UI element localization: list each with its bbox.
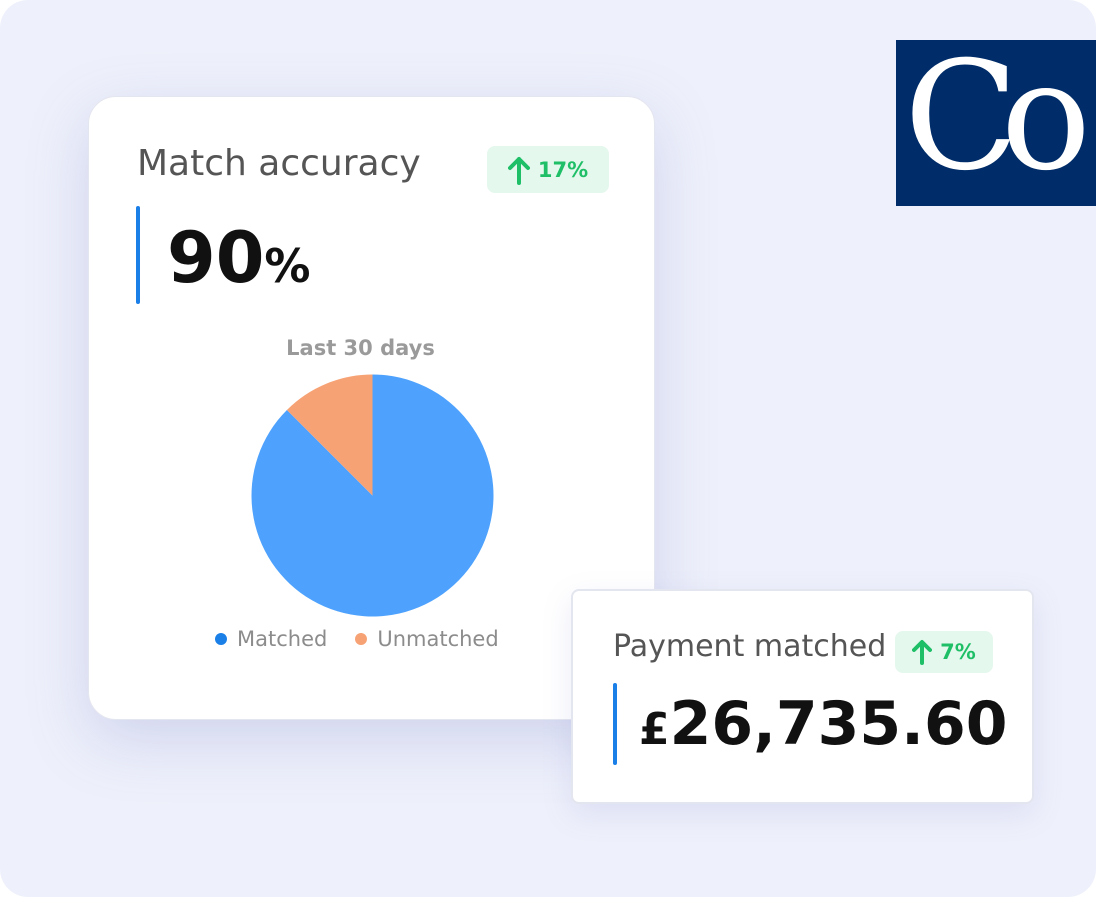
chart-title-text: Last 30 days bbox=[286, 336, 435, 360]
legend-dot bbox=[355, 633, 368, 645]
legend-label: Unmatched bbox=[377, 627, 499, 651]
pie-chart bbox=[251, 374, 494, 617]
legend-label: Matched bbox=[237, 627, 328, 651]
pie-slice bbox=[286, 374, 373, 496]
change-badge: 7% bbox=[895, 631, 993, 673]
up-arrow bbox=[912, 640, 933, 665]
logo: Co bbox=[896, 40, 1096, 206]
legend-item: Matched bbox=[215, 627, 327, 651]
legend: Matched Unmatched bbox=[215, 627, 499, 651]
accuracy-value: 90% bbox=[167, 217, 311, 299]
amount: 26,735.60 bbox=[669, 689, 1008, 759]
accent-bar bbox=[136, 206, 140, 304]
card-title: Payment matched bbox=[613, 629, 887, 664]
accuracy-card: Match accuracy 17% 90% Last 30 days Matc… bbox=[88, 96, 655, 720]
legend-item: Unmatched bbox=[355, 627, 499, 651]
logo-text: Co bbox=[904, 40, 1091, 204]
value-unit: % bbox=[264, 239, 311, 293]
change-text: 17% bbox=[537, 157, 589, 182]
currency: £ bbox=[639, 704, 670, 755]
accent-bar bbox=[613, 683, 617, 765]
payment-value: £26,735.60 bbox=[639, 689, 1007, 759]
card-title: Match accuracy bbox=[137, 143, 421, 184]
legend-dot bbox=[215, 633, 227, 645]
up-arrow bbox=[507, 156, 530, 185]
change-badge: 17% bbox=[487, 146, 609, 193]
chart-title: Last 30 days bbox=[89, 336, 656, 360]
value-number: 90 bbox=[167, 217, 265, 299]
change-text: 7% bbox=[940, 640, 976, 664]
payment-card: Payment matched 7% £26,735.60 bbox=[571, 589, 1034, 804]
